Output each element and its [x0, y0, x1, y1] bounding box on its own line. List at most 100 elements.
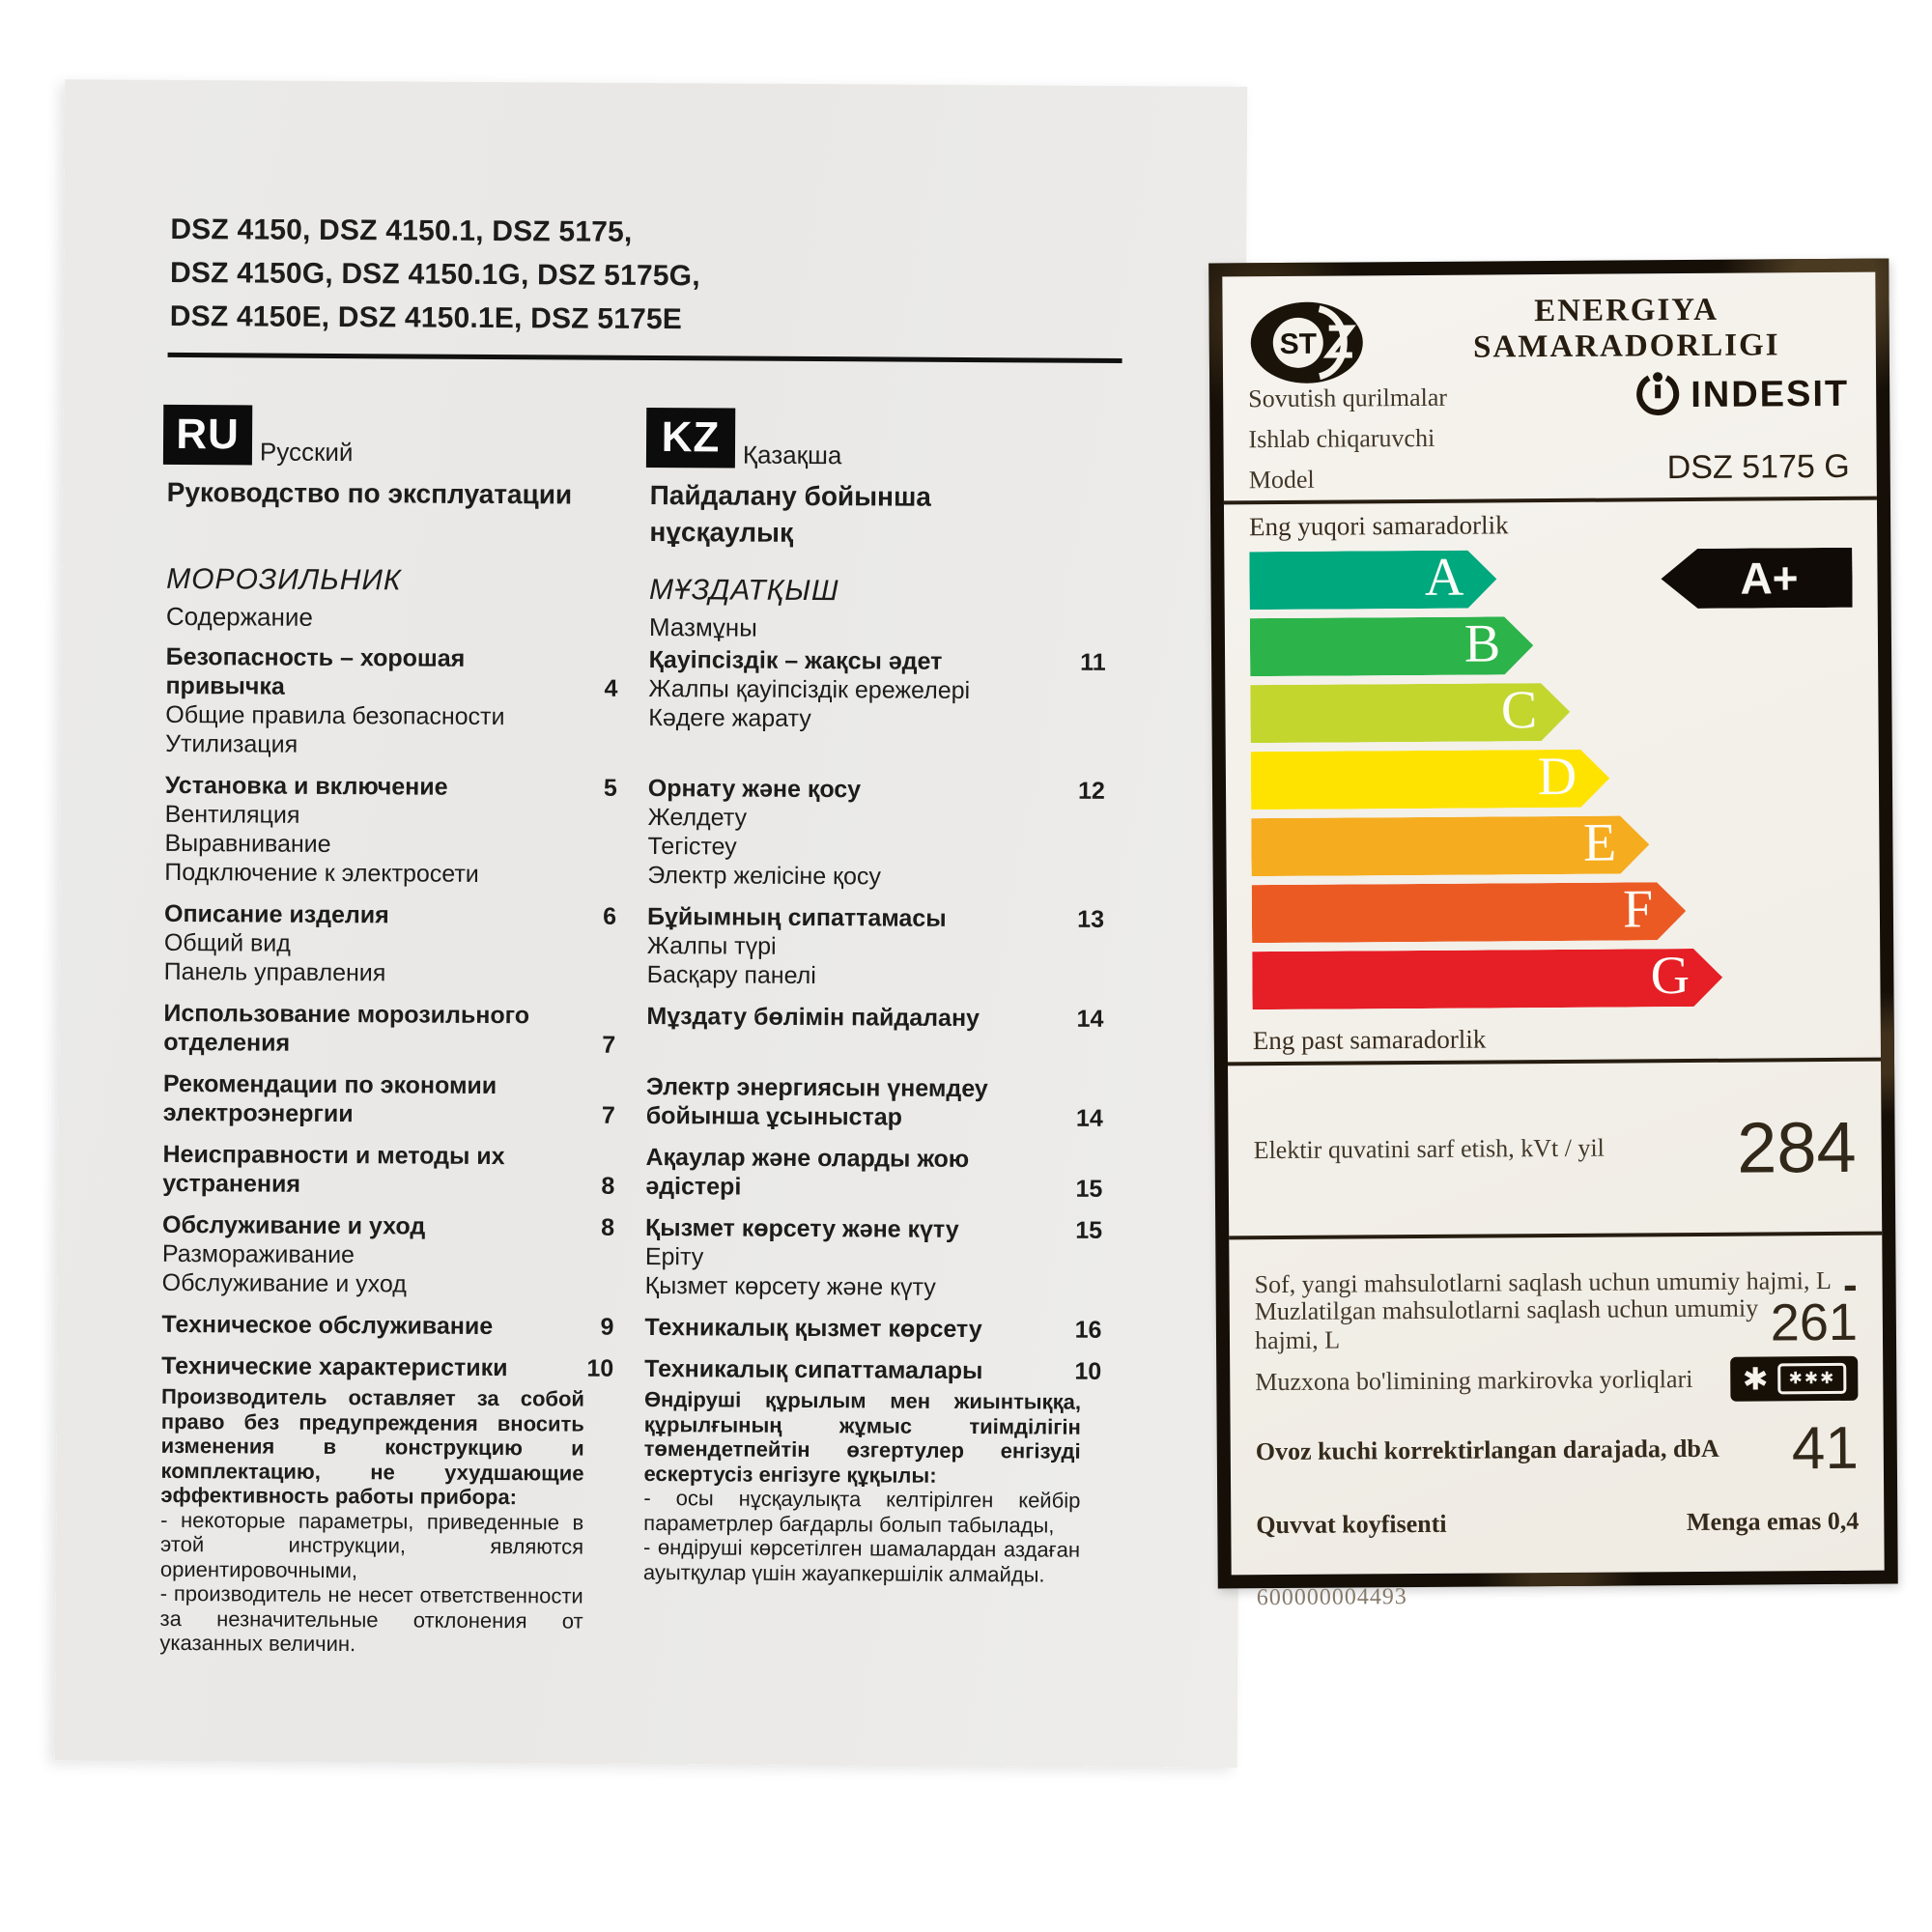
toc-row: Установка и включение 5 Вентиляция Выравн…	[164, 771, 1120, 893]
toc-kz-subitem: Тегістеу	[647, 832, 737, 861]
frozen-volume-label: Muzlatilgan mahsulotlarni saqlash uchun …	[1254, 1293, 1759, 1355]
toc-kz-subitem: Басқару панелі	[646, 960, 816, 990]
freezer-star-rating-icon: ✱ ✱✱✱	[1730, 1355, 1859, 1402]
toc-kz-title: Техникалық қызмет көрсету	[644, 1313, 982, 1344]
divider	[167, 352, 1122, 363]
kz-disclaimer-item: - өндіруші көрсетілген шамалардан аздаға…	[642, 1534, 1081, 1587]
toc-row: Техническое обслуживание 9 Техникалық қыз…	[161, 1310, 1116, 1345]
toc-ru-title: Технические характеристики	[161, 1351, 508, 1382]
svg-text:ST: ST	[1280, 328, 1318, 360]
toc-ru-title: Обслуживание и уход	[161, 1210, 426, 1240]
toc-ru-page: 4	[604, 674, 618, 702]
toc-kz-page: 11	[1080, 648, 1106, 676]
frozen-volume-value: 261	[1770, 1293, 1859, 1352]
toc-row: Неисправности и методы их устранения 8 Ақ…	[162, 1140, 1117, 1204]
toc-ru-page: 10	[586, 1354, 614, 1382]
ru-badge: RU	[162, 404, 253, 466]
toc-kz-page: 15	[1075, 1216, 1103, 1244]
toc-ru-title: Неисправности и методы их устранения	[162, 1140, 505, 1198]
toc-kz-page: 15	[1075, 1175, 1103, 1203]
toc-row: Использование морозильного отделения 7 Мұ…	[163, 999, 1118, 1063]
toc-ru-subitem: Обслуживание и уход	[161, 1268, 407, 1298]
toc-ru-title: Установка и включение	[164, 771, 448, 801]
noise-row: Ovoz kuchi korrektirlangan darajada, dbA…	[1256, 1407, 1860, 1492]
grade-arrow-b: B	[1250, 616, 1534, 676]
toc-ru-subitem: Панель управления	[163, 957, 386, 987]
toc-ru-page: 7	[601, 1101, 615, 1129]
appliance-category-label: Sovutish qurilmalar	[1248, 383, 1448, 413]
label-serial-code: 600000004493	[1256, 1584, 1407, 1611]
indesit-logo: INDESIT	[1634, 369, 1849, 422]
star-marking-label: Muzxona bo'limining markirovka yorliqlar…	[1255, 1365, 1693, 1397]
kz-section-subtitle: Мазмұны	[648, 611, 757, 642]
model-line: DSZ 4150G, DSZ 4150.1G, DSZ 5175G,	[170, 256, 700, 293]
kz-disclaimer-item: - осы нұсқаулықта келтірілген кейбір пар…	[643, 1485, 1081, 1538]
toc-ru-subitem: Подключение к электросети	[164, 858, 479, 888]
kz-language-name: Қазақша	[742, 440, 842, 470]
grade-arrow-d: D	[1251, 750, 1610, 810]
kz-disclaimer-bold: Өндіруші құрылым мен жиынтыққа, құрылғын…	[643, 1386, 1082, 1488]
efficiency-scale: A B C D E F G A+	[1249, 548, 1855, 1009]
ru-disclaimer-item: - производитель не несет ответственности…	[159, 1580, 583, 1657]
energy-consumption-value: 284	[1736, 1106, 1857, 1188]
toc-kz-title: Орнату және қосу	[647, 774, 862, 804]
toc-kz-title: Қызмет көрсету және күту	[644, 1213, 959, 1243]
grade-arrow-f: F	[1252, 882, 1687, 943]
grade-arrow-c: C	[1250, 683, 1570, 743]
toc-kz-subitem: Электр желісіне қосу	[647, 861, 882, 891]
toc-row: Рекомендации по экономии электроэнергии 7…	[163, 1069, 1118, 1133]
kz-badge: KZ	[645, 407, 736, 469]
toc-kz-page: 14	[1076, 1005, 1104, 1033]
noise-value: 41	[1791, 1414, 1860, 1482]
energy-consumption-label: Elektir quvatini sarf etish, kVt / yil	[1253, 1133, 1605, 1165]
toc-kz-title: Электр энергиясын үнемдеу бойынша ұсыныс…	[645, 1072, 988, 1131]
model-list: DSZ 4150, DSZ 4150.1, DSZ 5175, DSZ 4150…	[170, 208, 701, 341]
toc-kz-subitem: Жалпы қауіпсіздік ережелері	[648, 674, 971, 705]
toc-ru-title: Техническое обслуживание	[161, 1310, 494, 1341]
manufacturer-label: Ishlab chiqaruvchi	[1248, 423, 1435, 454]
energy-label: ENERGIYA SAMARADORLIGI ST Sovutish quril…	[1208, 258, 1898, 1610]
model-value: DSZ 5175 G	[1666, 447, 1850, 487]
language-block-kz: KZ Қазақша	[645, 407, 842, 470]
power-factor-label: Quvvat koyfisenti	[1256, 1509, 1447, 1540]
toc-kz-subitem: Еріту	[644, 1242, 704, 1271]
toc-kz-page: 10	[1074, 1357, 1102, 1385]
toc-ru-subitem: Утилизация	[165, 729, 298, 758]
toc-kz-page: 14	[1075, 1104, 1103, 1132]
toc-kz-subitem: Жалпы түрі	[646, 931, 777, 960]
energy-label-header: ENERGIYA SAMARADORLIGI ST Sovutish quril…	[1222, 272, 1877, 501]
indesit-wordmark: INDESIT	[1690, 373, 1850, 415]
toc-row: Описание изделия 6 Общий вид Панель управ…	[164, 899, 1120, 992]
manual-page: DSZ 4150, DSZ 4150.1, DSZ 5175, DSZ 4150…	[54, 79, 1248, 1768]
toc-ru-page: 6	[603, 902, 617, 930]
rating-value: A+	[1740, 553, 1799, 604]
toc-kz-title: Мұздату бөлімін пайдалану	[646, 1002, 980, 1033]
star-marking-row: Muzxona bo'limining markirovka yorliqlar…	[1255, 1350, 1859, 1411]
grade-arrow-a: A	[1249, 550, 1496, 610]
toc-kz-title: Қауіпсіздік – жақсы әдет	[648, 645, 943, 675]
kz-doc-title: Пайдалану бойынша нұсқаулық	[649, 479, 932, 548]
toc-kz-page: 12	[1077, 777, 1105, 805]
language-block-ru: RU Русский	[162, 404, 354, 467]
toc-row: Технические характеристики 10 Техникалық …	[161, 1351, 1116, 1386]
toc-ru-page: 8	[601, 1172, 615, 1200]
ru-disclaimer-bold: Производитель оставляет за собой право б…	[160, 1383, 585, 1510]
kz-section-title: МҰЗДАТҚЫШ	[649, 573, 839, 608]
toc-ru-title: Рекомендации по экономии электроэнергии	[162, 1069, 497, 1128]
energy-consumption-row: Elektir quvatini sarf etish, kVt / yil 2…	[1253, 1062, 1857, 1236]
kz-section: МҰЗДАТҚЫШ Мазмұны	[649, 574, 839, 643]
st-certification-logo: ST	[1247, 298, 1366, 391]
toc-kz-subitem: Желдету	[647, 803, 748, 832]
toc-ru-page: 7	[602, 1031, 616, 1059]
noise-label: Ovoz kuchi korrektirlangan darajada, dbA	[1255, 1434, 1719, 1466]
toc-ru-subitem: Выравнивание	[164, 829, 331, 858]
toc-kz-page: 13	[1077, 905, 1105, 933]
toc-ru-subitem: Общие правила безопасности	[165, 700, 505, 731]
ru-disclaimer-item: - некоторые параметры, приведенные в это…	[159, 1507, 584, 1582]
indesit-power-i-icon	[1634, 370, 1681, 421]
toc-row: Безопасность – хорошая привычка 4 Общие п…	[165, 642, 1121, 764]
toc-ru-title: Безопасность – хорошая привычка	[165, 642, 466, 700]
toc-kz-page: 16	[1074, 1316, 1102, 1344]
ru-disclaimer: Производитель оставляет за собой право б…	[159, 1384, 584, 1658]
toc-kz-subitem: Кәдеге жарату	[648, 703, 811, 733]
